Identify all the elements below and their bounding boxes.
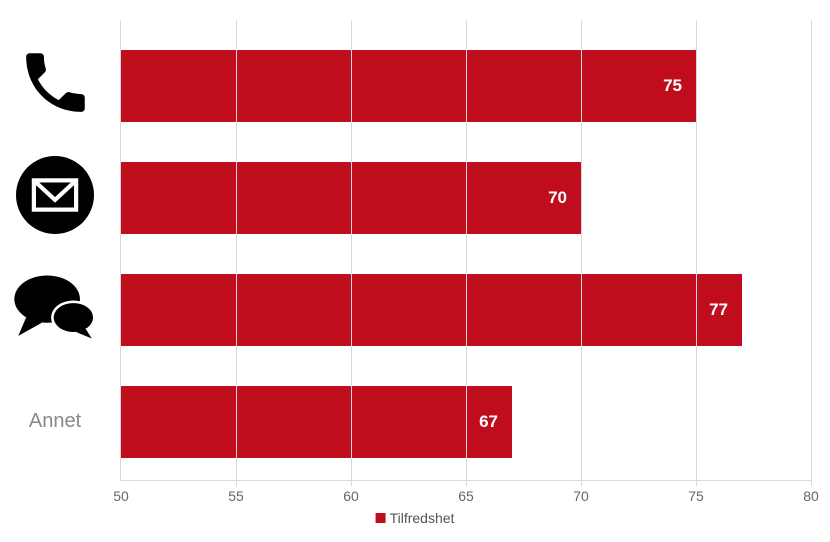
x-tick-label: 75 [688,488,704,504]
legend-swatch [376,513,386,523]
category-mail [0,152,110,242]
gridline [236,20,237,486]
x-tick-label: 65 [458,488,474,504]
bar-value-chat: 77 [709,300,728,320]
gridline [581,20,582,486]
legend: Tilfredshet [376,510,455,526]
gridline [696,20,697,486]
x-tick-label: 70 [573,488,589,504]
bar-value-other: 67 [479,412,498,432]
category-other-label: Annet [29,410,81,433]
chat-icon [13,270,97,349]
phone-icon [17,45,93,126]
mail-icon [16,156,94,239]
category-phone [0,40,110,130]
bar-value-phone: 75 [663,76,682,96]
x-tick-label: 55 [228,488,244,504]
bar-phone: 75 [121,50,696,122]
plot-area: 75 70 77 67 50556065707580 [120,20,811,481]
x-tick-label: 80 [803,488,819,504]
bar-value-mail: 70 [548,188,567,208]
bar-chat: 77 [121,274,742,346]
bar-other: 67 [121,386,512,458]
gridline [466,20,467,486]
gridline [811,20,812,486]
category-chat [0,264,110,354]
gridline [351,20,352,486]
legend-label: Tilfredshet [390,510,455,526]
category-other: Annet [0,376,110,466]
x-tick-label: 60 [343,488,359,504]
x-tick-label: 50 [113,488,129,504]
satisfaction-bar-chart: Annet 75 70 77 67 50 55 60 65 70 75 80 [0,0,830,542]
